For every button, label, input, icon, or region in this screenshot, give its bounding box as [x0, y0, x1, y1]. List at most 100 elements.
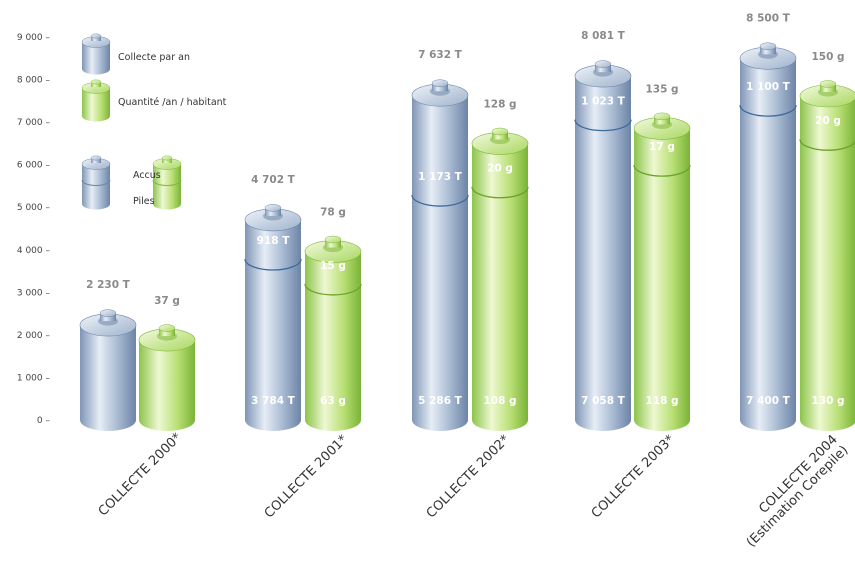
y-tick-label: 6 000 – [17, 161, 51, 171]
terminal-body [492, 131, 508, 140]
tonnes-accus-label: 1 023 T [581, 96, 626, 108]
cylinder-body [634, 128, 690, 431]
tonnes-cylinder [411, 79, 469, 431]
legend-piles-label: Piles [133, 196, 155, 207]
tonnes-piles-label: 7 400 T [746, 395, 791, 407]
tonnes-piles-label: 7 058 T [581, 395, 626, 407]
category-label: COLLECTE 2001* [262, 432, 351, 521]
y-tick-label: 8 000 – [17, 76, 51, 86]
cylinder-body [245, 219, 301, 431]
tonnes-total-label: 2 230 T [86, 279, 131, 291]
terminal-cap [431, 79, 449, 87]
y-tick-label: 7 000 – [17, 118, 51, 128]
category-label-group: COLLECTE 2000* [96, 430, 185, 519]
tonnes-accus-label: 1 100 T [746, 81, 791, 93]
tonnes-total-label: 8 500 T [746, 12, 791, 24]
y-axis: 0 – 1 000 – 2 000 – 3 000 – 4 000 – 5 000 – 6 … [17, 33, 51, 426]
grams-piles-label: 118 g [645, 395, 678, 407]
piles-accus-divider [411, 194, 469, 207]
category-group: 2 230 T 37 g [79, 279, 196, 431]
terminal-body [654, 116, 670, 125]
y-tick-label: 2 000 – [17, 331, 51, 341]
cylinder-body [80, 325, 136, 431]
terminal-cap [158, 324, 176, 332]
tonnes-accus-label: 1 173 T [418, 171, 463, 183]
category-label-group: COLLECTE 2004(Estimation Corepile) [744, 432, 852, 551]
category-label-note: (Estimation Corepile) [744, 443, 852, 551]
y-tick-label: 3 000 – [17, 288, 51, 298]
category-label: COLLECTE 2000* [96, 430, 185, 519]
category-group: 1 173 T 5 286 T 7 632 T 20 g 108 g 128 g [411, 49, 529, 431]
terminal-cap [324, 235, 342, 244]
y-tick-label: 1 000 – [17, 373, 51, 383]
grams-cylinder [799, 80, 855, 431]
tonnes-total-label: 8 081 T [581, 30, 626, 42]
grams-cylinder [304, 235, 362, 431]
category-label-group: COLLECTE 2003* [589, 432, 678, 521]
tonnes-piles-label: 5 286 T [418, 395, 463, 407]
y-tick-label: 9 000 – [17, 33, 51, 43]
terminal-cap [594, 60, 612, 68]
grams-cylinder [633, 112, 691, 431]
tonnes-total-label: 4 702 T [251, 174, 296, 186]
grams-piles-label: 63 g [320, 395, 346, 407]
terminal-cap [264, 204, 282, 212]
legend-quantite-swatch [81, 79, 111, 122]
cylinder-body [139, 340, 195, 431]
category-label-group: COLLECTE 2002* [424, 432, 513, 521]
grams-total-label: 128 g [483, 99, 516, 111]
terminal-body [820, 84, 836, 92]
cylinder-body [412, 95, 468, 431]
category-label: COLLECTE 2002* [424, 432, 513, 521]
piles-accus-divider [799, 139, 855, 151]
terminal-cap [819, 80, 837, 88]
grams-accus-label: 20 g [815, 115, 841, 127]
grams-total-label: 37 g [154, 295, 180, 307]
cylinder-body [575, 76, 631, 432]
tonnes-total-label: 7 632 T [418, 49, 463, 61]
terminal-body [325, 239, 341, 248]
tonnes-cylinder [244, 204, 302, 431]
y-tick-label: 5 000 – [17, 203, 51, 213]
tonnes-cylinder [79, 309, 137, 431]
cylinder-body [740, 58, 796, 432]
terminal-body [100, 313, 116, 322]
legend-piles-accus-blue-swatch [81, 155, 111, 210]
grams-accus-label: 20 g [487, 163, 513, 175]
terminal-body [760, 46, 776, 55]
bars-layer: 2 230 T 37 g 918 T 3 784 T 4 702 T 15 g 63 g 78… [79, 12, 855, 432]
cylinder-body [472, 143, 528, 431]
cylinder-body [800, 96, 855, 431]
y-tick-label: 4 000 – [17, 246, 51, 256]
grams-piles-label: 108 g [483, 395, 516, 407]
terminal-cap [653, 112, 671, 121]
grams-cylinder [471, 127, 529, 431]
legend-accus-label: Accus [133, 170, 161, 181]
grams-accus-label: 17 g [649, 141, 675, 153]
terminal-cap [759, 42, 777, 51]
grams-piles-label: 130 g [811, 395, 844, 407]
category-group: 1 023 T 7 058 T 8 081 T 17 g 118 g 135 g [574, 30, 691, 432]
terminal-cap [491, 127, 509, 136]
category-labels: COLLECTE 2000* COLLECTE 2001* COLLECTE 200… [96, 430, 852, 550]
legend-collecte-swatch [81, 33, 111, 75]
terminal-body [432, 83, 448, 92]
legend-quantite-label: Quantité /an / habitant [118, 97, 227, 108]
legend: Collecte par an Quantité /an / habitant Ac… [81, 33, 227, 210]
tonnes-accus-label: 918 T [257, 235, 291, 247]
tonnes-piles-label: 3 784 T [251, 395, 296, 407]
category-label: COLLECTE 2003* [589, 432, 678, 521]
grams-total-label: 78 g [320, 207, 346, 219]
category-group: 1 100 T 7 400 T 8 500 T 20 g 130 g 150 g [739, 12, 855, 432]
piles-accus-divider [739, 104, 797, 117]
tonnes-cylinder [574, 60, 632, 432]
piles-accus-divider [633, 165, 691, 177]
legend-collecte-label: Collecte par an [118, 52, 190, 63]
grams-total-label: 135 g [645, 83, 678, 95]
grams-total-label: 150 g [811, 51, 844, 63]
terminal-body [159, 328, 175, 337]
piles-accus-divider [244, 258, 302, 271]
piles-accus-divider [304, 283, 362, 296]
legend-piles-accus-green-swatch [152, 155, 182, 210]
